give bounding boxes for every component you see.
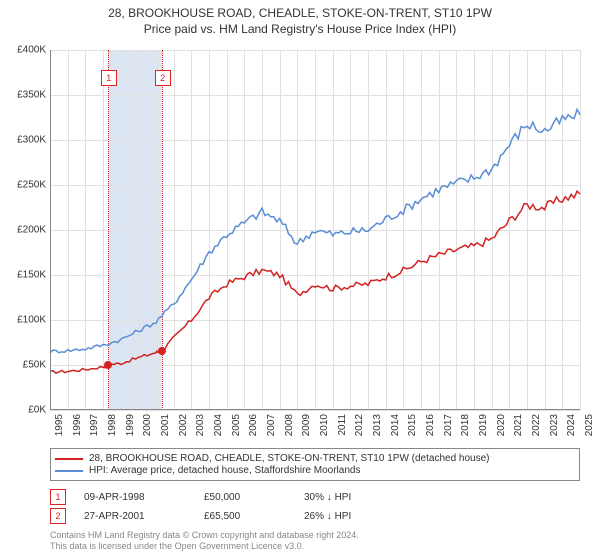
chart-title: 28, BROOKHOUSE ROAD, CHEADLE, STOKE-ON-T…	[0, 0, 600, 36]
grid-line-h	[50, 410, 580, 411]
y-tick-label: £250K	[17, 180, 46, 191]
x-tick-label: 2007	[266, 414, 277, 436]
transaction-table: 1 09-APR-1998£50,00030% ↓ HPI 2 27-APR-2001…	[50, 486, 404, 527]
series-hpi	[50, 109, 580, 353]
x-tick-label: 2002	[178, 414, 189, 436]
chart-area: 12	[50, 50, 580, 410]
y-tick-label: £50K	[23, 360, 46, 371]
x-tick-label: 2013	[372, 414, 383, 436]
legend: 28, BROOKHOUSE ROAD, CHEADLE, STOKE-ON-T…	[50, 448, 580, 481]
x-tick-label: 2012	[354, 414, 365, 436]
x-tick-label: 1997	[89, 414, 100, 436]
x-tick-label: 2018	[460, 414, 471, 436]
transaction-date: 27-APR-2001	[84, 511, 204, 522]
y-tick-label: £100K	[17, 315, 46, 326]
transaction-row: 2 27-APR-2001£65,50026% ↓ HPI	[50, 508, 404, 524]
transaction-pct: 30% ↓ HPI	[304, 492, 404, 503]
x-tick-label: 2015	[407, 414, 418, 436]
legend-text: 28, BROOKHOUSE ROAD, CHEADLE, STOKE-ON-T…	[89, 453, 490, 464]
y-tick-label: £200K	[17, 225, 46, 236]
legend-text: HPI: Average price, detached house, Staf…	[89, 465, 360, 476]
x-tick-label: 2023	[549, 414, 560, 436]
x-tick-label: 2010	[319, 414, 330, 436]
x-tick-label: 2004	[213, 414, 224, 436]
x-tick-label: 2000	[142, 414, 153, 436]
series-paid	[50, 191, 580, 373]
x-tick-label: 2001	[160, 414, 171, 436]
x-axis	[50, 409, 580, 410]
x-tick-label: 2022	[531, 414, 542, 436]
title-line-1: 28, BROOKHOUSE ROAD, CHEADLE, STOKE-ON-T…	[0, 6, 600, 20]
transaction-dot	[158, 347, 166, 355]
x-tick-label: 2025	[584, 414, 595, 436]
transaction-marker-box: 2	[50, 508, 66, 524]
title-line-2: Price paid vs. HM Land Registry's House …	[0, 22, 600, 36]
line-series	[50, 50, 580, 410]
x-tick-label: 2003	[195, 414, 206, 436]
transaction-dot	[104, 361, 112, 369]
x-tick-label: 1995	[54, 414, 65, 436]
transaction-marker-box: 1	[50, 489, 66, 505]
x-tick-label: 2011	[337, 414, 348, 436]
footer-attribution: Contains HM Land Registry data © Crown c…	[50, 530, 359, 552]
x-tick-label: 2021	[513, 414, 524, 436]
x-tick-label: 2006	[248, 414, 259, 436]
transaction-price: £65,500	[204, 511, 304, 522]
y-axis	[50, 50, 51, 410]
marker-box: 1	[101, 70, 117, 86]
x-tick-label: 1998	[107, 414, 118, 436]
x-tick-label: 2014	[390, 414, 401, 436]
legend-row: HPI: Average price, detached house, Staf…	[55, 465, 575, 476]
y-tick-label: £150K	[17, 270, 46, 281]
transaction-date: 09-APR-1998	[84, 492, 204, 503]
legend-swatch	[55, 458, 83, 460]
y-tick-label: £0K	[28, 405, 46, 416]
footer-line-2: This data is licensed under the Open Gov…	[50, 541, 359, 552]
transaction-row: 1 09-APR-1998£50,00030% ↓ HPI	[50, 489, 404, 505]
marker-box: 2	[155, 70, 171, 86]
x-tick-label: 2008	[284, 414, 295, 436]
transaction-price: £50,000	[204, 492, 304, 503]
x-tick-label: 2005	[231, 414, 242, 436]
x-tick-label: 2017	[443, 414, 454, 436]
x-tick-label: 2020	[496, 414, 507, 436]
legend-row: 28, BROOKHOUSE ROAD, CHEADLE, STOKE-ON-T…	[55, 453, 575, 464]
x-tick-label: 2016	[425, 414, 436, 436]
legend-swatch	[55, 470, 83, 472]
y-tick-label: £350K	[17, 90, 46, 101]
x-tick-label: 2024	[566, 414, 577, 436]
x-tick-label: 1996	[72, 414, 83, 436]
x-tick-label: 2019	[478, 414, 489, 436]
y-tick-label: £400K	[17, 45, 46, 56]
x-tick-label: 1999	[125, 414, 136, 436]
transaction-pct: 26% ↓ HPI	[304, 511, 404, 522]
footer-line-1: Contains HM Land Registry data © Crown c…	[50, 530, 359, 541]
y-tick-label: £300K	[17, 135, 46, 146]
x-tick-label: 2009	[301, 414, 312, 436]
grid-line-v	[580, 50, 581, 410]
